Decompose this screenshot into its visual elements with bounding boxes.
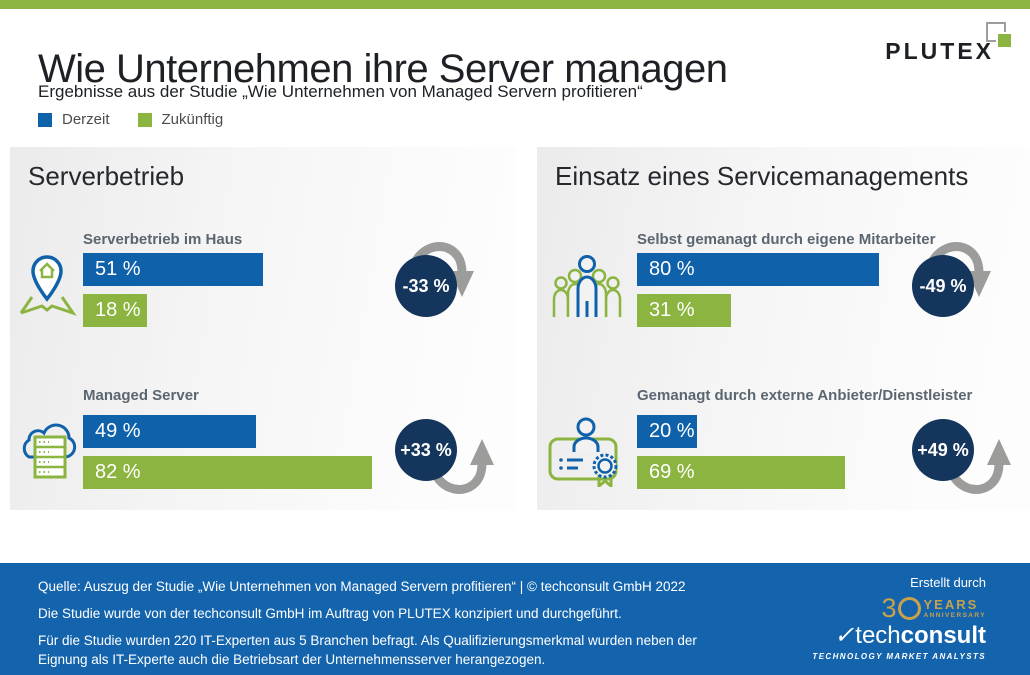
legend-item-future: Zukünftig <box>137 111 224 128</box>
page-title: Wie Unternehmen ihre Server managen <box>38 46 728 91</box>
techconsult-tech: tech <box>855 622 901 649</box>
panel-servicemanagement: Einsatz eines Servicemanagements Se <box>537 147 1030 510</box>
delta-badge: +33 % <box>393 409 499 505</box>
credit-label: Erstellt durch <box>910 575 986 590</box>
anniversary-logo: 3 YEARS ANNIVERSARY <box>812 595 986 622</box>
panel-heading: Einsatz eines Servicemanagements <box>555 161 969 191</box>
curved-arrow-up-icon <box>431 439 494 494</box>
delta-badge: +49 % <box>910 409 1016 505</box>
bar-group-label: Gemanagt durch externe Anbieter/Dienstle… <box>637 387 973 404</box>
footer-source-block: Quelle: Auszug der Studie „Wie Unternehm… <box>38 578 733 669</box>
techconsult-consult: consult <box>900 622 986 649</box>
footer-method-line: Für die Studie wurden 220 IT-Experten au… <box>38 633 697 667</box>
anniversary-ring-icon <box>897 597 921 620</box>
curved-arrow-up-icon <box>948 439 1011 494</box>
bar-current: 49 % <box>83 415 256 448</box>
plutex-logo: PLUTEX <box>885 22 1013 65</box>
delta-value: -49 % <box>912 255 974 317</box>
delta-value: -33 % <box>395 255 457 317</box>
bar-current: 51 % <box>83 253 263 286</box>
legend-item-current: Derzeit <box>38 111 110 128</box>
bar-group-label: Selbst gemanagt durch eigene Mitarbeiter <box>637 231 936 248</box>
legend-swatch-future <box>137 112 152 127</box>
footer: Quelle: Auszug der Studie „Wie Unternehm… <box>0 563 1030 675</box>
legend-label-future: Zukünftig <box>161 111 224 128</box>
delta-badge: -33 % <box>393 233 499 329</box>
cloud-server-icon <box>14 413 80 483</box>
bar-future: 69 % <box>637 456 845 489</box>
plutex-green-square-icon <box>996 32 1013 49</box>
legend: Derzeit Zukünftig <box>38 111 223 128</box>
chart-row: Gemanagt durch externe Anbieter/Dienstle… <box>537 387 1030 519</box>
bar-future: 82 % <box>83 456 372 489</box>
anniversary-label: ANNIVERSARY <box>923 611 986 619</box>
chart-row: Selbst gemanagt durch eigene Mitarbeiter… <box>537 231 1030 363</box>
top-accent-bar <box>0 0 1030 9</box>
map-pin-house-icon <box>14 251 80 317</box>
anniversary-digit: 3 <box>881 593 897 623</box>
bar-future: 18 % <box>83 294 147 327</box>
footer-study-line: Die Studie wurde von der techconsult Gmb… <box>38 606 622 622</box>
techconsult-tagline: TECHNOLOGY MARKET ANALYSTS <box>812 652 986 662</box>
delta-value: +49 % <box>912 419 974 481</box>
delta-badge: -49 % <box>910 233 1016 329</box>
chart-row: Managed Server 49 % 82 % <box>10 387 517 519</box>
bar-current: 20 % <box>637 415 697 448</box>
footer-source-line: Quelle: Auszug der Studie „Wie Unternehm… <box>38 579 686 594</box>
bar-current: 80 % <box>637 253 879 286</box>
panel-heading: Serverbetrieb <box>28 161 185 191</box>
bar-group-label: Managed Server <box>83 387 199 404</box>
panel-serverbetrieb: Serverbetrieb Serverbetrieb im Haus 51 %… <box>10 147 517 510</box>
legend-label-current: Derzeit <box>62 111 110 128</box>
techconsult-logo: ✓techconsult <box>812 622 986 649</box>
people-group-icon <box>541 251 633 321</box>
footer-credit-block: Erstellt durch 3 YEARS ANNIVERSARY ✓tech… <box>812 575 986 661</box>
chart-row: Serverbetrieb im Haus 51 % 18 % <box>10 231 517 363</box>
legend-swatch-current <box>38 112 52 127</box>
certificate-icon <box>541 413 633 487</box>
checkmark-icon: ✓ <box>834 622 855 649</box>
page-subtitle: Ergebnisse aus der Studie „Wie Unternehm… <box>38 82 643 101</box>
bar-future: 31 % <box>637 294 731 327</box>
anniversary-years-label: YEARS <box>923 596 979 612</box>
delta-value: +33 % <box>395 419 457 481</box>
plutex-wordmark: PLUTEX <box>885 38 994 64</box>
bar-group-label: Serverbetrieb im Haus <box>83 231 243 248</box>
